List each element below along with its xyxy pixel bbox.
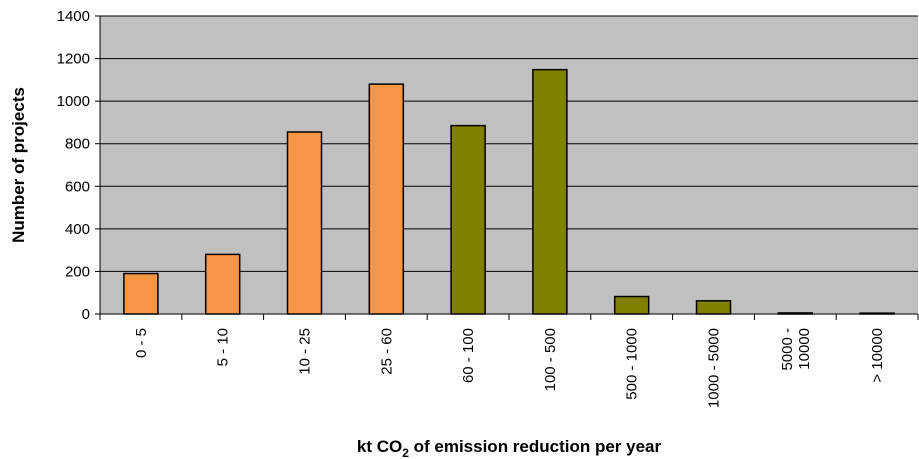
x-tick-label-line: 500 - 1000	[624, 328, 641, 400]
x-tick-label-line: > 10000	[869, 328, 886, 383]
x-tick-label: > 10000	[869, 328, 886, 383]
y-tick-label: 400	[65, 221, 90, 238]
x-tick-label-line: 0 - 5	[133, 328, 150, 358]
x-tick-label: 60 - 100	[460, 328, 477, 383]
bar	[532, 68, 568, 315]
x-axis-title: kt CO2 of emission reduction per year	[357, 437, 662, 459]
y-tick-label: 800	[65, 136, 90, 153]
x-tick-label: 500 - 1000	[624, 328, 641, 400]
bar	[123, 272, 159, 315]
x-tick-label: 1000 - 5000	[706, 328, 723, 408]
x-tick-label: 10 - 25	[297, 328, 314, 375]
x-tick-label-line: 5000 -	[779, 328, 796, 371]
x-tick-label: 5 - 10	[215, 328, 232, 366]
x-tick-label-line: 25 - 60	[378, 328, 395, 375]
x-tick-label-line: 5 - 10	[215, 328, 232, 366]
x-tick-label-line: 100 - 500	[542, 328, 559, 391]
x-tick-label: 100 - 500	[542, 328, 559, 391]
x-axis-title-prefix: kt CO	[357, 437, 402, 456]
y-tick-label: 1400	[57, 8, 90, 25]
bar	[204, 253, 241, 315]
bar	[695, 300, 732, 315]
x-tick-label-line: 10000	[796, 328, 813, 370]
axes	[95, 15, 919, 320]
y-tick-label: 0	[82, 306, 90, 323]
x-tick-label: 25 - 60	[378, 328, 395, 375]
y-tick-labels: 0 200 400 600 800 1000 1200 1400	[57, 8, 90, 323]
bar	[286, 131, 323, 315]
x-tick-label: 0 - 5	[133, 328, 150, 358]
y-tick-label: 1000	[57, 93, 90, 110]
bar	[613, 295, 650, 315]
x-axis-title-suffix: of emission reduction per year	[409, 437, 662, 456]
x-tick-labels: 0 - 5 5 - 10 10 - 25 25 - 60 60 - 100 100 - 5…	[133, 328, 886, 408]
x-tick-label-line: 1000 - 5000	[706, 328, 723, 408]
x-tick-label: 5000 -10000	[779, 328, 813, 371]
bar	[450, 124, 486, 315]
x-tick-label-line: 10 - 25	[297, 328, 314, 375]
x-axis-title-subscript: 2	[402, 446, 409, 459]
y-tick-label: 600	[65, 178, 90, 195]
y-axis-title: Number of projects	[9, 87, 28, 243]
y-tick-label: 200	[65, 263, 90, 280]
x-tick-label-line: 60 - 100	[460, 328, 477, 383]
y-tick-label: 1200	[57, 51, 90, 68]
bar	[368, 83, 405, 315]
